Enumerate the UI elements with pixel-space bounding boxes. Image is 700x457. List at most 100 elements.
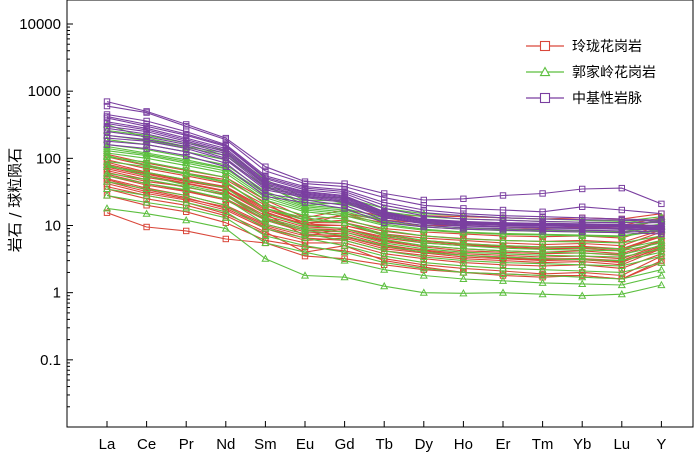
- legend-marker: [539, 66, 551, 77]
- data-point: [340, 272, 349, 281]
- data-point: [182, 169, 191, 177]
- series-layer: [102, 98, 666, 299]
- series-line: [106, 115, 662, 222]
- data-point: [617, 244, 626, 252]
- data-point: [103, 98, 111, 105]
- data-point: [261, 254, 270, 262]
- data-point: [222, 159, 230, 167]
- data-point: [538, 251, 547, 259]
- data-point: [142, 162, 151, 170]
- data-point: [499, 214, 507, 222]
- series-line: [106, 122, 662, 227]
- data-point: [381, 257, 388, 264]
- data-point: [460, 218, 467, 226]
- data-point: [300, 233, 310, 242]
- data-point: [183, 143, 190, 150]
- data-point: [102, 191, 112, 199]
- data-point: [578, 251, 587, 260]
- data-point: [142, 209, 151, 217]
- data-point: [380, 219, 389, 228]
- data-point: [182, 165, 191, 173]
- data-point: [182, 191, 191, 199]
- x-tick-label: Yb: [573, 436, 591, 453]
- data-point: [539, 270, 546, 278]
- data-point: [538, 278, 547, 286]
- data-point: [341, 255, 348, 262]
- data-point: [420, 216, 428, 223]
- data-point: [420, 209, 428, 216]
- data-point: [142, 171, 151, 179]
- y-tick-label: 10: [44, 218, 61, 235]
- series-line: [106, 101, 662, 205]
- data-point: [103, 128, 111, 135]
- data-point: [103, 125, 111, 132]
- data-point: [380, 258, 389, 266]
- data-point: [183, 208, 190, 215]
- data-point: [183, 152, 190, 159]
- data-point: [102, 204, 112, 212]
- series-line: [106, 150, 662, 237]
- data-point: [102, 177, 112, 185]
- data-point: [657, 258, 666, 266]
- data-point: [579, 228, 586, 236]
- data-point: [102, 157, 112, 165]
- data-point: [419, 224, 428, 233]
- data-point: [618, 184, 625, 192]
- data-point: [341, 188, 348, 195]
- data-point: [617, 246, 626, 254]
- data-point: [261, 224, 270, 232]
- data-point: [221, 213, 230, 221]
- data-point: [380, 281, 389, 290]
- data-point: [341, 205, 348, 212]
- data-point: [102, 151, 112, 159]
- data-point: [102, 171, 112, 179]
- series-line: [106, 207, 662, 297]
- data-point: [103, 132, 111, 139]
- data-point: [618, 216, 625, 224]
- series-line: [106, 160, 662, 250]
- series-line: [106, 181, 662, 273]
- data-point: [222, 142, 230, 149]
- data-point: [143, 130, 150, 138]
- data-point: [103, 141, 111, 148]
- data-point: [459, 256, 468, 264]
- data-point: [102, 142, 112, 150]
- x-tick-label: Gd: [335, 436, 355, 453]
- data-point: [103, 113, 111, 120]
- legend-marker: [539, 40, 551, 52]
- x-tick-label: Tm: [532, 436, 554, 453]
- data-point: [182, 215, 191, 224]
- data-point: [657, 271, 666, 279]
- data-point: [102, 160, 112, 168]
- data-point: [498, 243, 508, 252]
- data-point: [143, 145, 150, 152]
- data-point: [538, 259, 547, 267]
- data-point: [261, 215, 270, 224]
- data-point: [340, 247, 349, 256]
- data-point: [498, 288, 508, 296]
- data-point: [143, 223, 150, 231]
- data-point: [579, 203, 586, 210]
- data-point: [419, 238, 428, 246]
- data-point: [221, 207, 230, 215]
- data-point: [658, 230, 665, 238]
- data-point: [262, 179, 269, 186]
- data-point: [183, 195, 190, 202]
- data-point: [261, 193, 270, 201]
- data-point: [617, 252, 626, 261]
- data-point: [380, 231, 389, 239]
- data-point: [142, 179, 151, 187]
- data-point: [381, 202, 388, 209]
- data-point: [420, 202, 428, 209]
- data-point: [617, 261, 626, 269]
- x-tick-label: Dy: [415, 436, 434, 453]
- series-line: [106, 175, 662, 267]
- series-line: [106, 188, 662, 280]
- data-point: [142, 150, 151, 158]
- x-tick-label: La: [99, 436, 116, 453]
- data-point: [262, 167, 269, 175]
- y-axis-label: 岩石 / 球粒陨石: [6, 148, 24, 253]
- data-point: [182, 185, 191, 193]
- data-point: [221, 194, 230, 202]
